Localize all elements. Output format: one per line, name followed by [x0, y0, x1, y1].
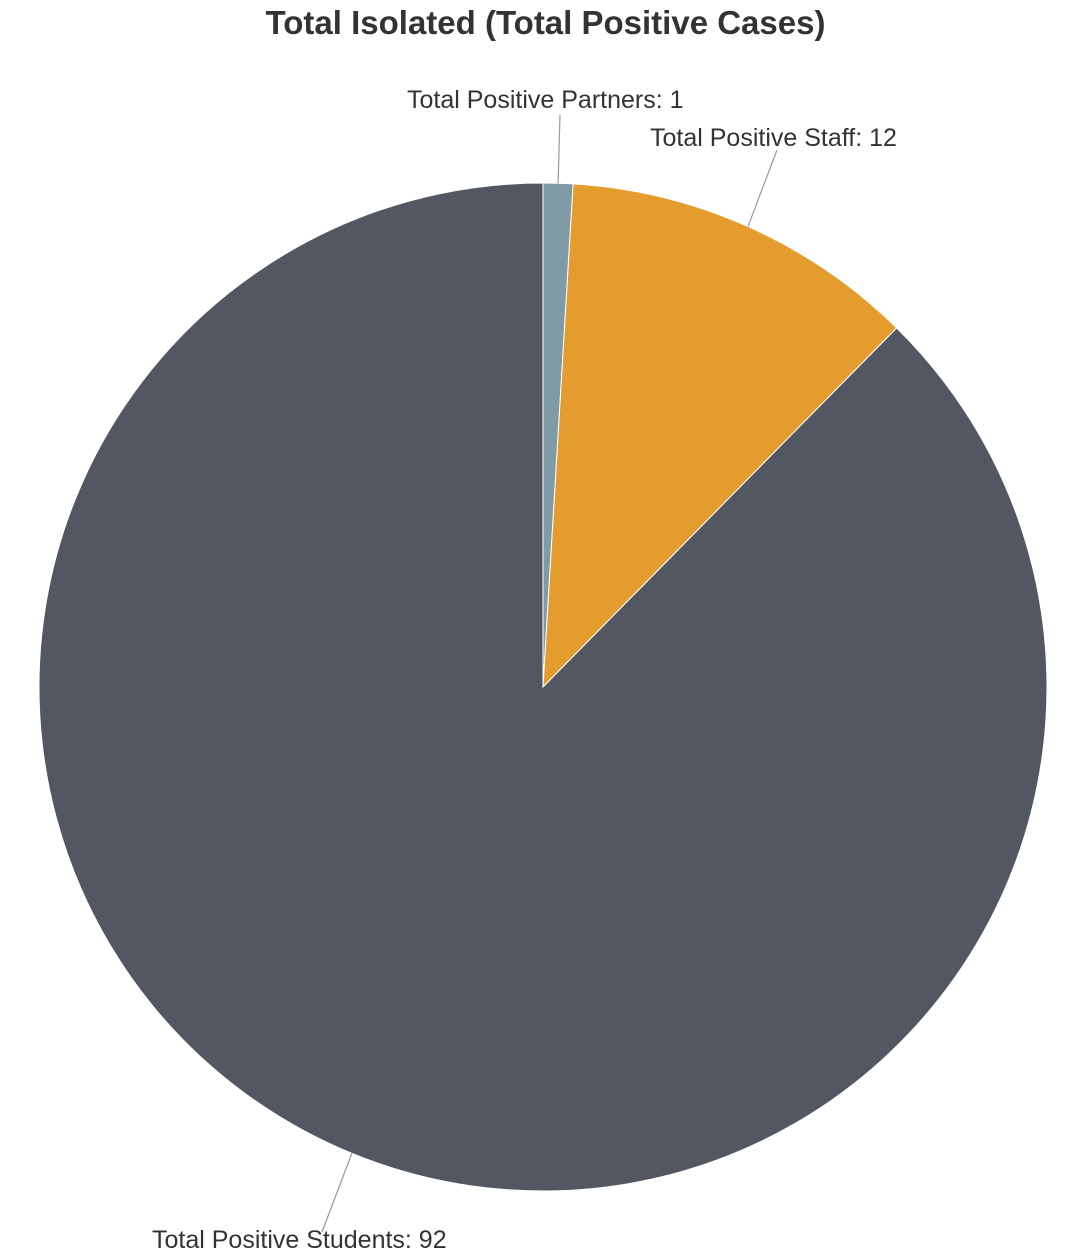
leader-lines — [321, 114, 778, 1233]
slice-label-total-positive-students: Total Positive Students: 92 — [152, 1226, 447, 1254]
leader-line — [321, 1153, 353, 1233]
slice-label-total-positive-staff: Total Positive Staff: 12 — [650, 124, 897, 152]
slice-labels: Total Positive Partners: 1 Total Positive… — [152, 86, 897, 1254]
chart-title: Total Isolated (Total Positive Cases) — [265, 4, 826, 41]
pie-slice-total-positive-students[interactable] — [38, 182, 1048, 1192]
leader-line — [557, 114, 561, 184]
leader-line — [747, 149, 778, 227]
slice-label-total-positive-partners: Total Positive Partners: 1 — [407, 86, 684, 114]
pie-slices — [38, 182, 1048, 1192]
